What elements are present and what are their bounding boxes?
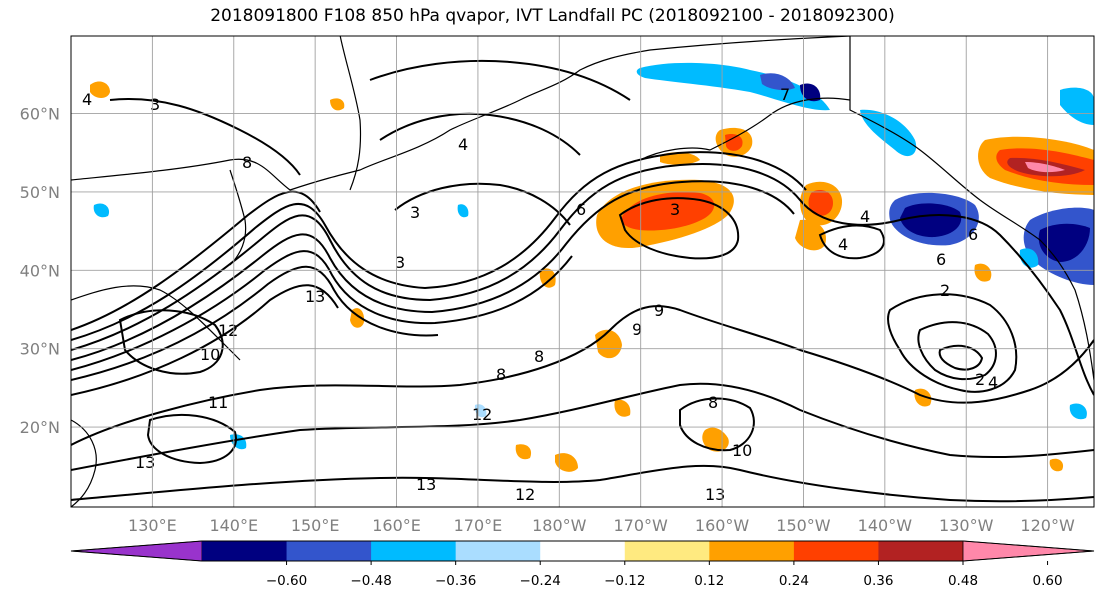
colorbar-tick-label: 0.24 [779,573,809,589]
colorbar-tick-label: −0.60 [266,573,307,589]
colorbar-segment [709,541,795,561]
longitude-label: 120°W [1020,516,1075,535]
contour-label: 8 [496,365,506,384]
contour-label: 4 [458,135,468,154]
latitude-label: 50°N [20,183,60,202]
contour-label: 2 [940,281,950,300]
contour-label: 4 [838,235,848,254]
contour-label-group: 4 3 4 8 3 6 3 13 12 10 11 13 8 8 9 9 12 … [82,85,998,504]
longitude-label: 150°E [291,516,340,535]
contour-label: 3 [150,95,160,114]
contour-label: 3 [410,203,420,222]
colorbar-tick-label: 0.48 [948,573,978,589]
ivt-contours [71,59,1094,503]
longitude-labels: 130°E 140°E 150°E 160°E 170°E 180°W 170°W 160°W… [128,516,1075,535]
map-frame [70,35,1095,508]
map-panel [71,36,1094,507]
longitude-label: 130°E [128,516,177,535]
colorbar-tick-label: 0.12 [694,573,724,589]
contour-label: 9 [654,301,664,320]
colorbar-segment [878,541,964,561]
latitude-label: 40°N [20,261,60,280]
colorbar-segment [455,541,541,561]
contour-label: 13 [416,475,436,494]
longitude-label: 150°W [776,516,831,535]
longitude-label: 160°W [695,516,750,535]
contour-label: 4 [988,373,998,392]
latitude-label: 20°N [20,418,60,437]
contour-label: 13 [705,485,725,504]
longitude-label: 140°E [209,516,258,535]
contour-label: 10 [732,441,752,460]
contour-label: 8 [534,347,544,366]
contour-label: 4 [860,207,870,226]
contour-label: 2 [975,370,985,389]
colorbar-tick-label: −0.12 [604,573,645,589]
longitude-label: 140°W [858,516,913,535]
contour-label: 12 [515,485,535,504]
contour-label: 9 [632,320,642,339]
contour-label: 7 [780,85,790,104]
colorbar-extend-max [962,540,1095,562]
contour-label: 6 [936,250,946,269]
longitude-label: 170°W [614,516,669,535]
contour-label: 3 [670,200,680,219]
longitude-label: 170°E [454,516,503,535]
latitude-label: 30°N [20,340,60,359]
longitude-label: 160°E [372,516,421,535]
colorbar-extend-min [70,540,203,562]
colorbar-outline [70,540,1095,562]
colorbar-tick-label: 0.36 [863,573,893,589]
colorbar-segment [624,541,710,561]
contour-label: 12 [472,405,492,424]
colorbar-segment [371,541,457,561]
contour-label: 12 [218,321,238,340]
colorbar-segment [286,541,372,561]
contour-label: 3 [395,253,405,272]
contour-label: 13 [135,453,155,472]
contour-label: 8 [242,153,252,172]
colorbar-tick-label: −0.48 [350,573,391,589]
colorbar-segment [540,541,626,561]
colorbar-tick-label: −0.24 [520,573,561,589]
colorbar-tick-label: −0.36 [435,573,476,589]
chart-title: 2018091800 F108 850 hPa qvapor, IVT Land… [210,6,895,26]
latitude-label: 60°N [20,105,60,124]
latitude-labels: 60°N 50°N 40°N 30°N 20°N [20,105,60,437]
colorbar-tick-label: 0.60 [1033,573,1063,589]
graticule [71,36,1094,507]
longitude-label: 130°W [939,516,994,535]
longitude-label: 180°W [532,516,587,535]
contour-label: 11 [208,393,228,412]
colorbar-segment [202,541,288,561]
coastlines [71,36,1094,507]
colorbar: −0.60 −0.48 −0.36 −0.24 −0.12 0.12 0.24 0.36 0.4… [70,540,1095,589]
contour-label: 4 [82,90,92,109]
contour-label: 8 [708,393,718,412]
contour-label: 6 [576,200,586,219]
contour-label: 10 [200,345,220,364]
contour-label: 6 [968,225,978,244]
colorbar-segment [793,541,879,561]
